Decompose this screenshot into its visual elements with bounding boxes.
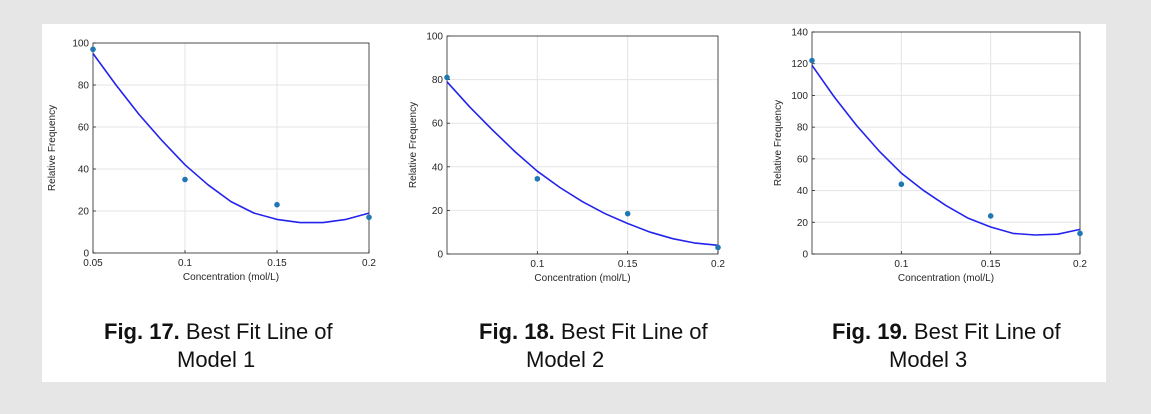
data-point — [90, 46, 96, 53]
y-tick-label: 80 — [78, 81, 90, 92]
y-tick-label: 60 — [432, 119, 444, 130]
caption-text: Best Fit Line of — [907, 319, 1061, 344]
caption-fig-18: Fig. 18. Best Fit Line of Model 2 — [479, 318, 708, 374]
caption-fig-number: Fig. 17. — [104, 319, 180, 344]
y-axis-label: Relative Frequency — [47, 105, 58, 191]
y-tick-label: 60 — [78, 123, 90, 134]
y-tick-label: 20 — [432, 206, 444, 217]
y-tick-label: 60 — [797, 154, 809, 165]
caption-fig-19: Fig. 19. Best Fit Line of Model 3 — [832, 318, 1061, 374]
x-tick-label: 0.1 — [178, 258, 192, 269]
y-tick-label: 120 — [791, 59, 808, 70]
caption-line-2: Model 2 — [526, 347, 605, 372]
x-axis-label: Concentration (mol/L) — [183, 272, 279, 283]
x-tick-label: 0.15 — [618, 259, 638, 270]
x-axis-label: Concentration (mol/L) — [534, 273, 630, 284]
y-tick-label: 80 — [797, 123, 809, 134]
caption-line-2: Model 3 — [889, 347, 968, 372]
plot-area-frame — [446, 35, 719, 255]
data-point — [1077, 230, 1083, 237]
y-tick-label: 40 — [78, 165, 90, 176]
y-tick-label: 140 — [791, 28, 808, 39]
data-point — [274, 201, 280, 208]
data-point — [987, 213, 994, 219]
data-point — [898, 181, 905, 188]
x-tick-label: 0.1 — [530, 259, 544, 270]
data-point — [366, 214, 372, 221]
chart-model-2: 0 20 40 60 80 100 0.1 0.15 0.2 Concentration (mol… — [408, 32, 725, 285]
caption-text: Best Fit Line of — [179, 319, 333, 344]
data-point — [624, 210, 631, 217]
caption-fig-17: Fig. 17. Best Fit Line of Model 1 — [104, 318, 333, 374]
y-tick-label: 100 — [426, 32, 443, 43]
caption-text: Best Fit Line of — [554, 319, 708, 344]
x-tick-label: 0.15 — [267, 258, 287, 269]
caption-fig-number: Fig. 18. — [479, 319, 555, 344]
x-tick-label: 0.05 — [83, 258, 103, 269]
data-point — [809, 57, 815, 64]
x-axis-label: Concentration (mol/L) — [898, 273, 994, 284]
x-tick-label: 0.15 — [981, 259, 1001, 270]
data-point — [444, 74, 450, 81]
y-tick-label: 100 — [791, 91, 808, 102]
y-tick-label: 0 — [83, 249, 89, 260]
data-point — [534, 175, 541, 182]
chart-model-1: 0 20 40 60 80 100 0.05 0.1 0.15 0.2 Concentration … — [47, 39, 376, 284]
y-tick-label: 0 — [437, 250, 443, 261]
plot-area-frame — [92, 42, 370, 254]
y-tick-label: 20 — [78, 207, 90, 218]
y-tick-label: 40 — [432, 162, 444, 173]
chart-model-3: 0 20 40 60 80 100 120 140 0.1 0.15 0.2 Concentratio… — [773, 28, 1087, 285]
best-fit-curve — [92, 53, 370, 224]
data-point — [182, 176, 188, 183]
x-tick-label: 0.2 — [362, 258, 376, 269]
x-tick-label: 0.2 — [711, 259, 725, 270]
best-fit-curve — [811, 64, 1081, 236]
y-tick-label: 0 — [802, 250, 808, 261]
y-tick-label: 100 — [72, 39, 89, 50]
plot-area-frame — [811, 31, 1081, 255]
y-tick-label: 80 — [432, 75, 444, 86]
data-point — [715, 244, 721, 251]
figure-panel: 0 20 40 60 80 100 0.05 0.1 0.15 0.2 Concentration … — [42, 24, 1106, 382]
x-tick-label: 0.2 — [1073, 259, 1087, 270]
caption-fig-number: Fig. 19. — [832, 319, 908, 344]
y-axis-label: Relative Frequency — [773, 100, 784, 186]
caption-line-2: Model 1 — [177, 347, 256, 372]
y-axis-label: Relative Frequency — [408, 102, 419, 188]
x-tick-label: 0.1 — [894, 259, 908, 270]
best-fit-curve — [446, 81, 719, 247]
y-tick-label: 20 — [797, 218, 809, 229]
y-tick-label: 40 — [797, 186, 809, 197]
